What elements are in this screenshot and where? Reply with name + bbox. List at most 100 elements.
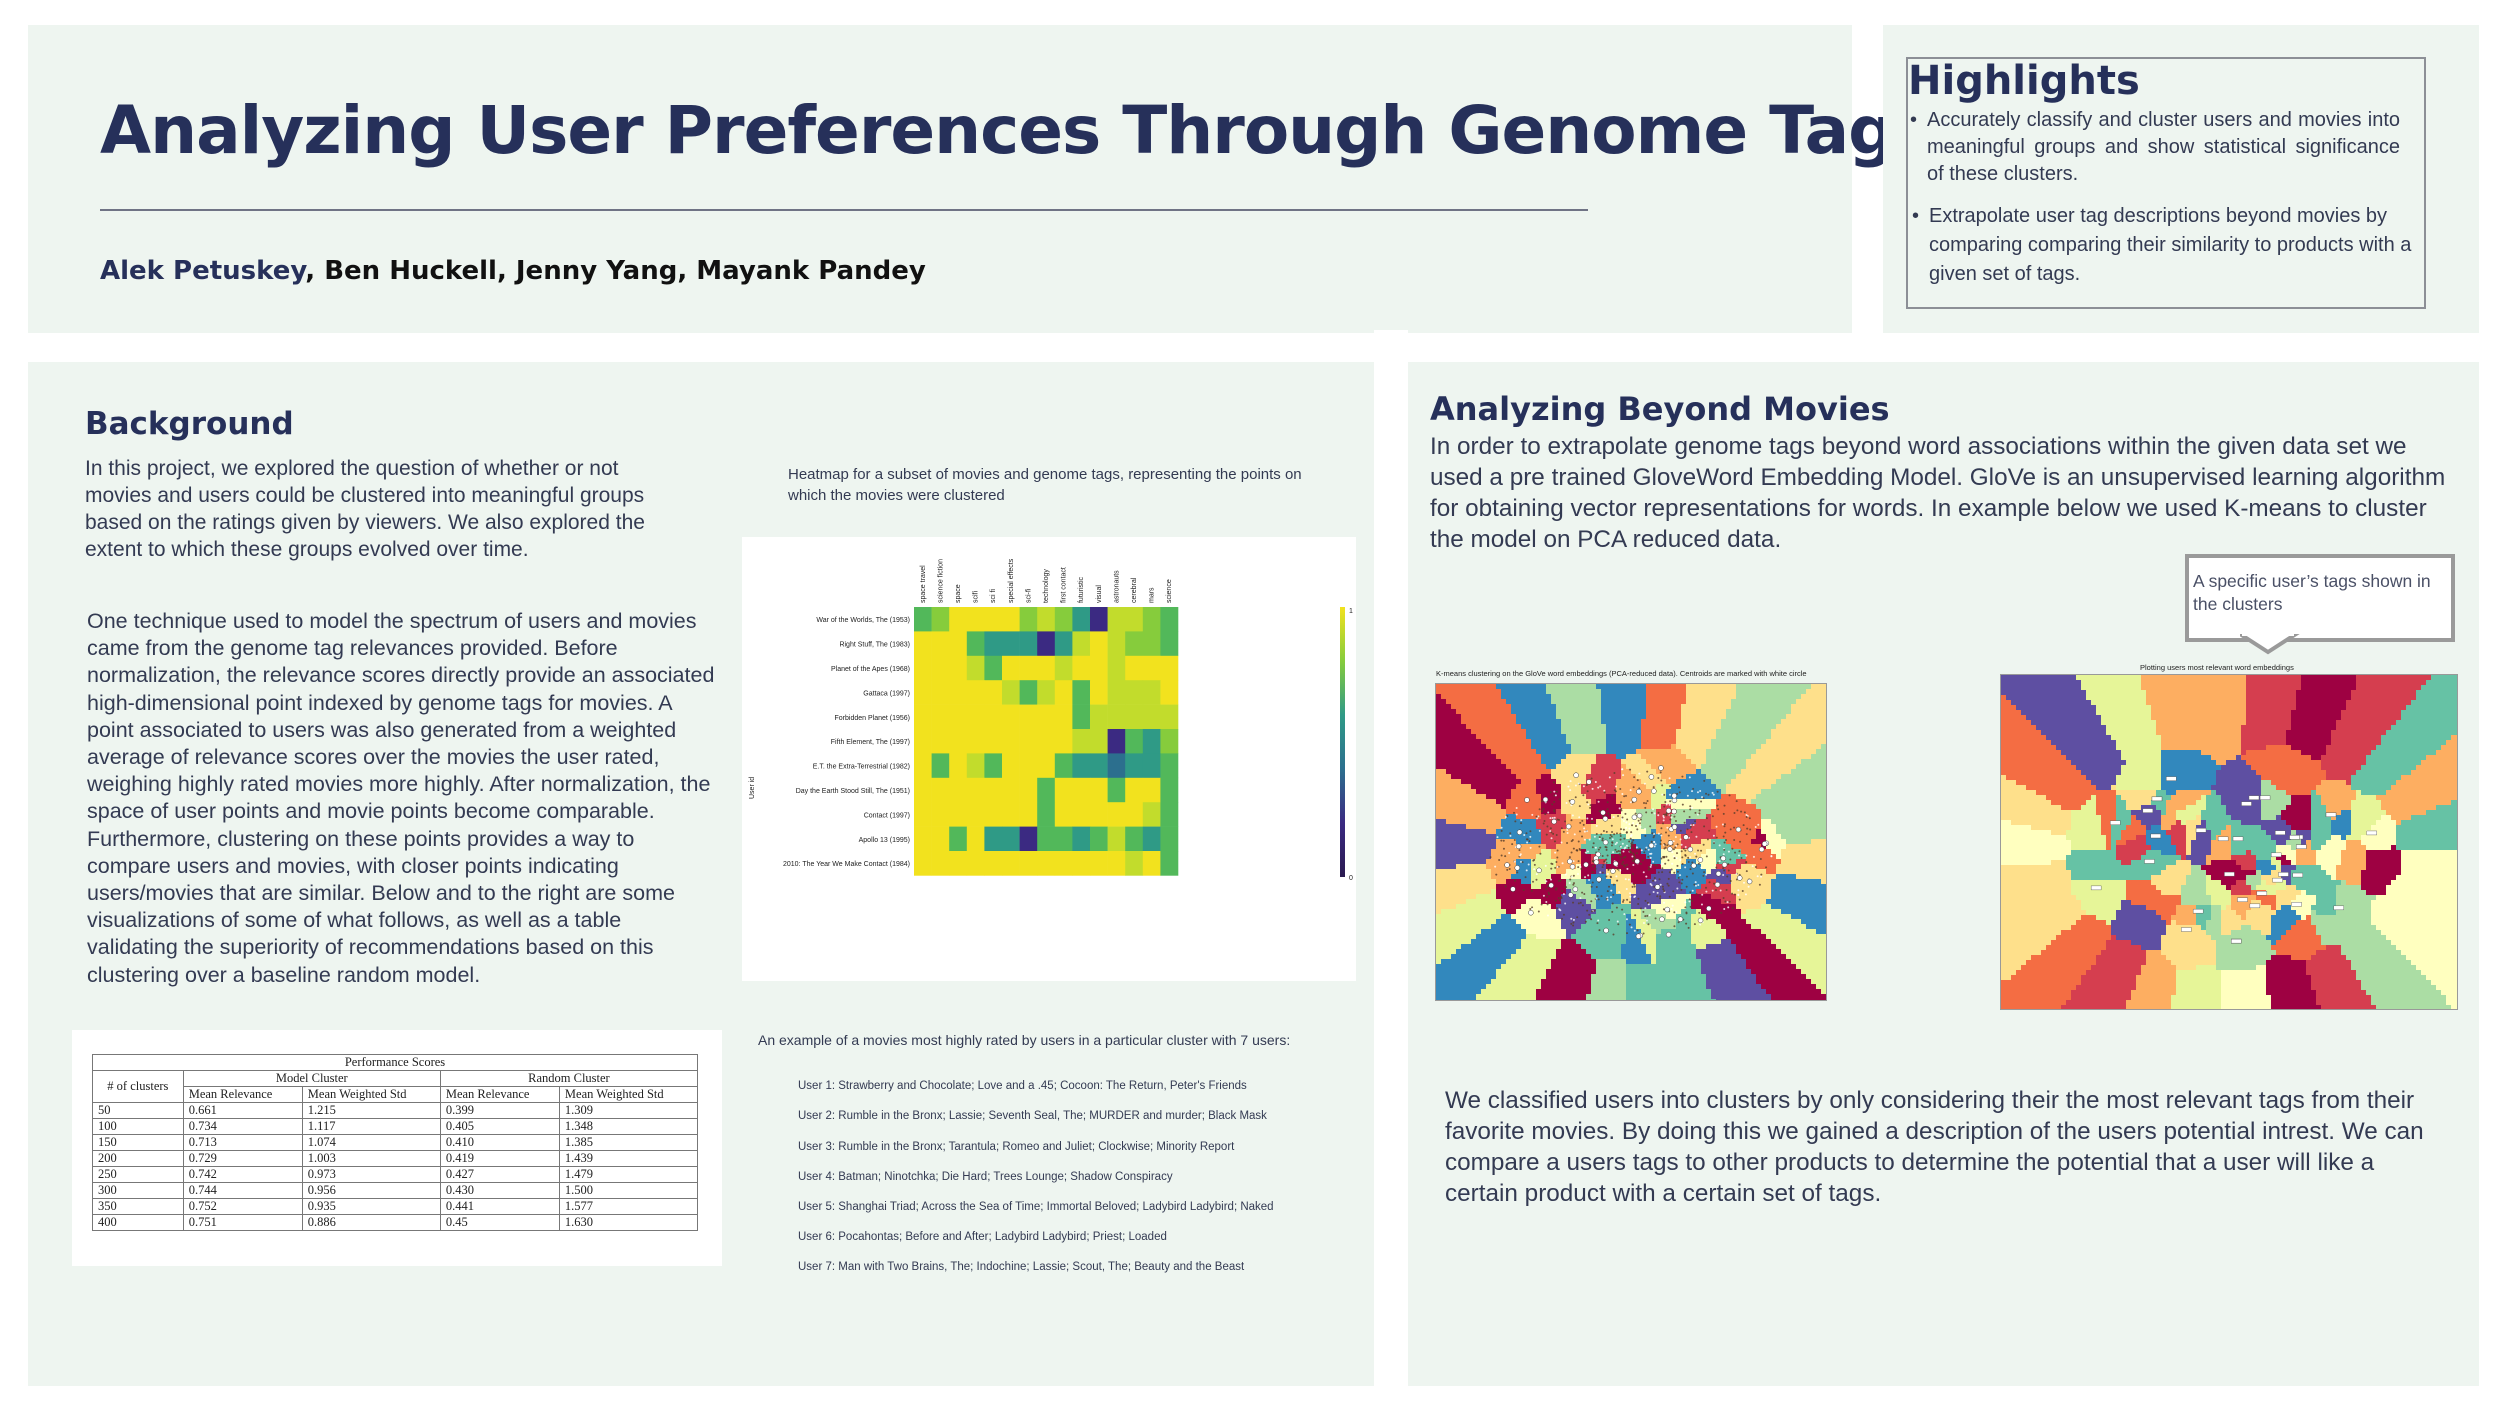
- cluster-region-cell: [1646, 814, 1652, 820]
- cluster-region-cell: [1656, 809, 1662, 815]
- cluster-region-cell: [1526, 969, 1532, 975]
- cluster-region-cell: [1691, 809, 1697, 815]
- cluster-region-cell: [1486, 699, 1492, 705]
- cluster-region-cell: [1561, 734, 1567, 740]
- cluster-region-cell: [1601, 739, 1607, 745]
- cluster-region-cell: [1626, 724, 1632, 730]
- cluster-region-cell: [1721, 819, 1727, 825]
- cluster-region-cell: [1566, 704, 1572, 710]
- cluster-region-cell: [1701, 714, 1707, 720]
- cluster-region-cell: [1741, 899, 1747, 905]
- heatmap-cell: [1125, 704, 1144, 730]
- cluster-region-cell: [1656, 904, 1662, 910]
- cluster-region-cell: [1751, 904, 1757, 910]
- cluster-region-cell: [1636, 704, 1642, 710]
- cluster-region-cell: [1716, 939, 1722, 945]
- cluster-region-cell: [1681, 769, 1687, 775]
- heatmap-row-label: 2010: The Year We Make Contact (1984): [783, 861, 910, 868]
- cluster-region-cell: [1466, 804, 1472, 810]
- cluster-region-cell: [1511, 944, 1517, 950]
- heatmap-cell: [1037, 777, 1056, 803]
- cluster-region-cell: [1776, 914, 1782, 920]
- cluster-region-cell: [1566, 974, 1572, 980]
- cluster-region-cell: [1631, 754, 1637, 760]
- cluster-region-cell: [1806, 979, 1812, 985]
- cluster-region-cell: [1806, 799, 1812, 805]
- cluster-region-cell: [1581, 954, 1587, 960]
- cluster-region-cell: [1536, 919, 1542, 925]
- cluster-region-cell: [1526, 944, 1532, 950]
- cluster-region-cell: [1436, 904, 1442, 910]
- cluster-region-cell: [1686, 694, 1692, 700]
- cluster-region-cell: [1736, 954, 1742, 960]
- cluster-region-cell: [1711, 934, 1717, 940]
- cluster-region-cell: [1546, 979, 1552, 985]
- cluster-region-cell: [1496, 984, 1502, 990]
- heatmap-cell: [1019, 607, 1038, 632]
- cluster-region-cell: [1471, 869, 1477, 875]
- cluster-region-cell: [1631, 709, 1637, 715]
- cluster-region-cell: [1746, 869, 1752, 875]
- cluster-region-cell: [1711, 699, 1717, 705]
- table-cell: 0.661: [182, 1102, 303, 1119]
- cluster-region-cell: [1471, 979, 1477, 985]
- cluster-region-cell: [1781, 769, 1787, 775]
- cluster-region-cell: [1746, 739, 1752, 745]
- cluster-region-cell: [1611, 774, 1617, 780]
- cluster-region-cell: [1731, 954, 1737, 960]
- cluster-region-cell: [1481, 694, 1487, 700]
- cluster-region-cell: [1456, 734, 1462, 740]
- cluster-region-cell: [1486, 899, 1492, 905]
- cluster-region-cell: [1756, 734, 1762, 740]
- cluster-region-cell: [1501, 719, 1507, 725]
- cluster-region-cell: [1711, 784, 1717, 790]
- cluster-region-cell: [1641, 854, 1647, 860]
- cluster-region-cell: [1616, 729, 1622, 735]
- cluster-region-cell: [1436, 829, 1442, 835]
- cluster-region-cell: [1571, 974, 1577, 980]
- cluster-region-cell: [1746, 684, 1752, 690]
- cluster-region-cell: [1746, 859, 1752, 865]
- cluster-region-cell: [1551, 764, 1557, 770]
- cluster-region-cell: [1486, 929, 1492, 935]
- cluster-region-cell: [1771, 794, 1777, 800]
- cluster-region-cell: [1436, 899, 1442, 905]
- cluster-region-cell: [1571, 729, 1577, 735]
- cluster-region-cell: [1766, 769, 1772, 775]
- cluster-region-cell: [1581, 929, 1587, 935]
- cluster-region-cell: [1676, 779, 1682, 785]
- cluster-region-cell: [1516, 964, 1522, 970]
- cluster-region-cell: [1721, 949, 1727, 955]
- cluster-region-cell: [1666, 829, 1672, 835]
- cluster-region-cell: [1791, 694, 1797, 700]
- cluster-region-cell: [1611, 924, 1617, 930]
- cluster-region-cell: [1516, 814, 1522, 820]
- cluster-region-cell: [1736, 834, 1742, 840]
- cluster-region-cell: [1616, 924, 1622, 930]
- cluster-region-cell: [1816, 974, 1822, 980]
- cluster-region-cell: [1746, 874, 1752, 880]
- cluster-region-cell: [1696, 854, 1702, 860]
- cluster-region-cell: [1816, 744, 1822, 750]
- cluster-region-cell: [1491, 729, 1497, 735]
- cluster-region-cell: [1521, 814, 1527, 820]
- cluster-region-cell: [1731, 979, 1737, 985]
- cluster-region-cell: [1581, 839, 1587, 845]
- cluster-region-cell: [1436, 734, 1442, 740]
- cluster-region-cell: [1731, 694, 1737, 700]
- cluster-region-cell: [1771, 954, 1777, 960]
- cluster-region-cell: [1571, 739, 1577, 745]
- cluster-region-cell: [1791, 799, 1797, 805]
- cluster-region-cell: [1636, 829, 1642, 835]
- cluster-region-cell: [1541, 919, 1547, 925]
- cluster-region-cell: [1761, 804, 1767, 810]
- cluster-region-cell: [1676, 764, 1682, 770]
- cluster-region-cell: [1726, 779, 1732, 785]
- cluster-region-cell: [1476, 779, 1482, 785]
- cluster-region-cell: [1456, 844, 1462, 850]
- cluster-region-cell: [1631, 699, 1637, 705]
- cluster-region-cell: [1731, 974, 1737, 980]
- table-cell: 0.744: [182, 1182, 303, 1199]
- cluster-region-cell: [1576, 884, 1582, 890]
- cluster-region-cell: [1541, 979, 1547, 985]
